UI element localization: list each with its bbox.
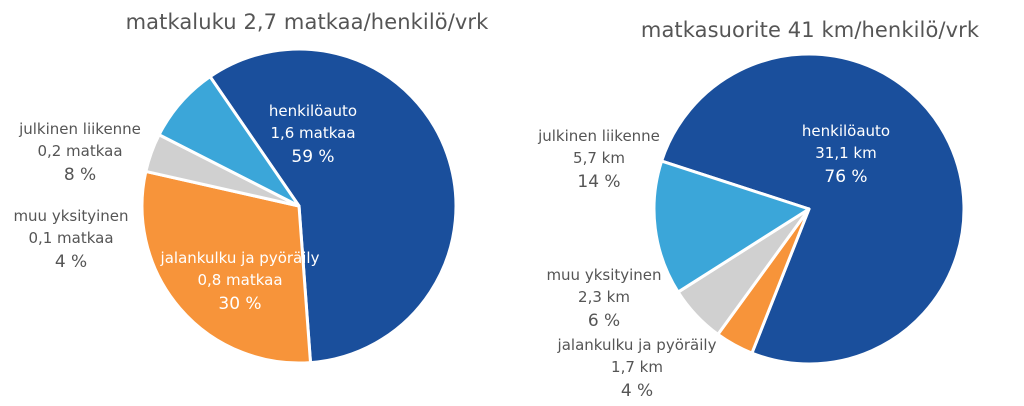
slice-label-distance-public-transport: julkinen liikenne (537, 127, 660, 145)
slice-value-distance-public-transport: 5,7 km (573, 149, 625, 167)
pie-distance: henkilöauto 31,1 km 76 % jalankulku ja pyör… (537, 52, 966, 401)
slice-label-distance-car: henkilöauto (802, 122, 890, 140)
chart-title-distance: matkasuorite 41 km/henkilö/vrk (640, 18, 980, 42)
slice-value-distance-walk-bike: 1,7 km (611, 358, 663, 376)
slice-value-trips-public-transport: 0,2 matkaa (37, 142, 122, 160)
slice-percent-trips-walk-bike: 30 % (218, 294, 261, 314)
slice-label-trips-car: henkilöauto 1,6 matkaa 59 % (269, 102, 357, 167)
slice-value-distance-car: 31,1 km (815, 144, 876, 162)
slice-label-trips-walk-bike: jalankulku ja pyöräily 0,8 matkaa 30 % (160, 249, 320, 314)
slice-label-trips-car: henkilöauto (269, 102, 357, 120)
slice-percent-distance-other-private: 6 % (588, 311, 620, 331)
slice-percent-distance-car: 76 % (824, 167, 867, 187)
pie-slice-distance-car (660, 52, 966, 366)
pie-slice-trips-car (208, 47, 458, 365)
slice-label-distance-public-transport: julkinen liikenne 5,7 km 14 % (537, 127, 660, 192)
slice-label-trips-other-private: muu yksityinen 0,1 matkaa 4 % (13, 207, 128, 272)
slice-label-distance-car: henkilöauto 31,1 km 76 % (802, 122, 890, 187)
pie-slice-distance-public-transport (652, 159, 811, 294)
slice-value-trips-walk-bike: 0,8 matkaa (197, 271, 282, 289)
slice-percent-distance-public-transport: 14 % (577, 172, 620, 192)
slice-label-distance-walk-bike: jalankulku ja pyöräily (557, 336, 717, 354)
slice-percent-trips-car: 59 % (291, 147, 334, 167)
slice-value-trips-other-private: 0,1 matkaa (28, 229, 113, 247)
slice-label-distance-other-private: muu yksityinen (546, 266, 661, 284)
slice-label-trips-other-private: muu yksityinen (13, 207, 128, 225)
slice-percent-trips-public-transport: 8 % (64, 165, 96, 185)
slice-value-distance-other-private: 2,3 km (578, 288, 630, 306)
slice-label-trips-public-transport: julkinen liikenne 0,2 matkaa 8 % (18, 120, 141, 185)
chart-title-trips: matkaluku 2,7 matkaa/henkilö/vrk (125, 10, 489, 34)
slice-label-distance-walk-bike: jalankulku ja pyöräily 1,7 km 4 % (557, 336, 717, 401)
slice-value-trips-car: 1,6 matkaa (270, 124, 355, 142)
slice-percent-trips-other-private: 4 % (55, 252, 87, 272)
pie-slice-trips-public-transport (157, 75, 301, 208)
slice-label-trips-public-transport: julkinen liikenne (18, 120, 141, 138)
slice-percent-distance-walk-bike: 4 % (621, 381, 653, 401)
pie-trips: henkilöauto 1,6 matkaa 59 % jalankulku ja p… (13, 47, 458, 365)
slice-label-distance-other-private: muu yksityinen 2,3 km 6 % (546, 266, 661, 331)
slice-label-trips-walk-bike: jalankulku ja pyöräily (160, 249, 320, 267)
pie-slice-trips-walk-bike (140, 169, 313, 365)
